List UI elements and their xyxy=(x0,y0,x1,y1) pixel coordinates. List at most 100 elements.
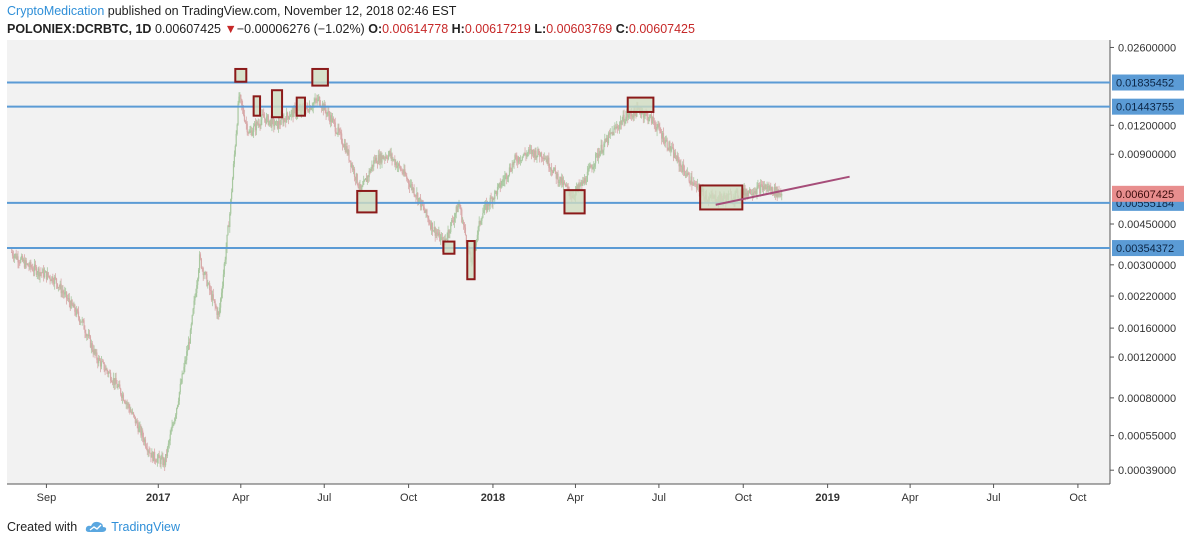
candle-body xyxy=(357,184,359,188)
tradingview-link[interactable]: TradingView xyxy=(111,520,180,534)
candle-body xyxy=(538,148,540,154)
candle-body xyxy=(166,447,169,457)
highlight-box[interactable] xyxy=(311,67,329,87)
candle-body xyxy=(440,237,443,239)
candle-body xyxy=(18,262,20,264)
candle-body xyxy=(220,298,222,308)
candle-body xyxy=(672,147,675,158)
high-label: H: xyxy=(451,22,465,36)
candle-body xyxy=(32,270,35,272)
plot-area[interactable] xyxy=(7,40,1110,484)
y-tick-label: 0.00450000 xyxy=(1118,219,1176,231)
candle-body xyxy=(146,448,148,452)
candle-body xyxy=(252,132,254,136)
highlight-box[interactable] xyxy=(356,189,378,214)
candle-body xyxy=(163,459,165,466)
candle-body xyxy=(615,127,617,129)
candle-body xyxy=(635,111,637,117)
candle-body xyxy=(67,298,70,300)
candle-body xyxy=(589,165,591,168)
candle-body xyxy=(91,343,93,350)
candle-body xyxy=(285,119,287,123)
candle-body xyxy=(169,434,171,441)
candle-body xyxy=(173,423,175,425)
candle-body xyxy=(229,213,231,227)
candle-body xyxy=(24,260,26,268)
candle-body xyxy=(110,380,113,383)
highlight-box[interactable] xyxy=(270,89,284,119)
open-label: O: xyxy=(368,22,383,36)
candle-body xyxy=(293,107,295,117)
candle-body xyxy=(400,169,402,171)
candle-body xyxy=(524,152,526,155)
candle-body xyxy=(174,418,176,424)
highlight-box[interactable] xyxy=(295,96,306,117)
trend-line[interactable] xyxy=(715,175,850,206)
candle-body xyxy=(626,113,628,117)
highlight-box[interactable] xyxy=(252,95,262,117)
candle-body xyxy=(329,115,331,122)
candle-body xyxy=(10,252,13,254)
highlight-box[interactable] xyxy=(699,184,744,211)
candle-body xyxy=(128,403,130,408)
candle-body xyxy=(375,157,378,164)
candle-body xyxy=(504,176,506,181)
candle-body xyxy=(624,121,626,124)
candle-body xyxy=(583,180,585,184)
candle-body xyxy=(260,119,262,126)
candle-body xyxy=(365,178,368,182)
candle-body xyxy=(191,315,193,325)
candle-body xyxy=(310,108,313,110)
candle-body xyxy=(423,206,425,211)
highlight-box[interactable] xyxy=(563,189,586,215)
candle-body xyxy=(332,118,335,121)
candle-body xyxy=(554,167,556,172)
candle-body xyxy=(753,192,755,194)
candle-body xyxy=(346,146,348,154)
x-tick-label: Apr xyxy=(232,492,249,504)
candle-body xyxy=(427,215,429,219)
candle-body xyxy=(771,187,773,191)
candle-body xyxy=(307,107,309,111)
candle-body xyxy=(413,188,415,195)
candle-body xyxy=(755,191,757,194)
candle-body xyxy=(430,222,433,230)
y-tick-label: 0.00055000 xyxy=(1118,431,1176,443)
highlight-box[interactable] xyxy=(626,96,655,113)
candle-body xyxy=(582,180,584,186)
author-link[interactable]: CryptoMedication xyxy=(7,4,105,18)
candle-body xyxy=(256,121,258,125)
candle-body xyxy=(543,157,545,159)
last-price-value: 0.00607425 xyxy=(154,22,221,36)
highlight-box[interactable] xyxy=(442,240,456,255)
candle-body xyxy=(219,307,221,315)
candle-body xyxy=(385,156,387,159)
candle-body xyxy=(781,194,783,196)
candle-body xyxy=(186,351,188,361)
candle-body xyxy=(757,185,759,187)
candle-body xyxy=(205,272,207,274)
candle-body xyxy=(595,153,598,154)
highlight-box[interactable] xyxy=(234,67,248,83)
candle-body xyxy=(212,294,214,300)
candle-body xyxy=(515,155,517,158)
candle-body xyxy=(681,167,683,173)
candle-body xyxy=(283,118,285,124)
candle-body xyxy=(248,132,250,134)
candle-body xyxy=(480,220,482,224)
candle-body xyxy=(541,157,544,159)
candle-body xyxy=(43,272,46,278)
candle-body xyxy=(518,157,520,163)
candle-body xyxy=(287,116,290,120)
highlight-box[interactable] xyxy=(466,240,476,281)
candle-body xyxy=(751,194,754,196)
candle-body xyxy=(253,123,256,127)
candle-body xyxy=(433,226,435,231)
candle-body xyxy=(540,152,542,157)
candle-body xyxy=(621,120,623,125)
candle-body xyxy=(426,209,428,216)
candle-body xyxy=(149,452,151,454)
candle-body xyxy=(334,122,336,132)
candle-body xyxy=(35,266,37,275)
